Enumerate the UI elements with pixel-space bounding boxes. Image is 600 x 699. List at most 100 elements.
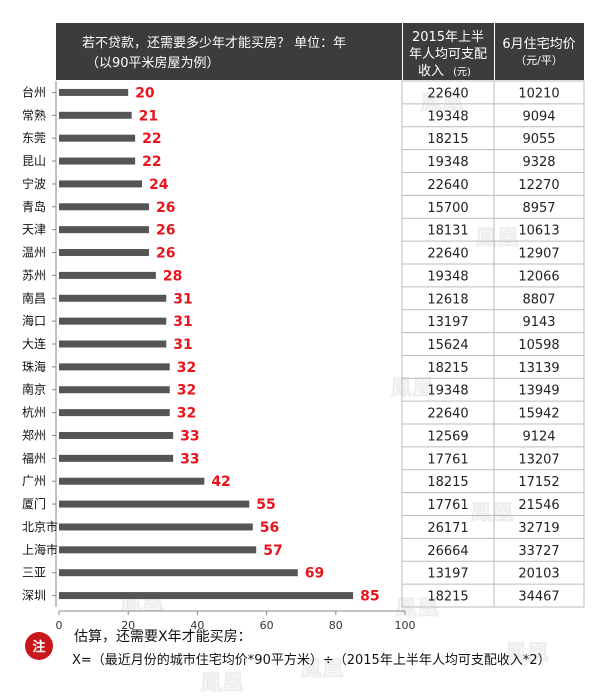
value-label: 26 [156,246,175,262]
bar [59,340,167,348]
income-cell: 19348 [427,269,468,284]
table-row: 南昌 31 12618 8807 [22,290,556,307]
header-question-cell [56,23,402,80]
price-cell: 32719 [518,521,559,536]
table-row: 广州 42 18215 17152 [22,474,560,490]
header-price-line2: （元/平） [515,54,563,67]
bar [59,500,250,508]
table-row: 北京市 56 26171 32719 [22,519,560,536]
income-cell: 26664 [427,544,468,559]
watermark-text: 鳳凰 [470,501,514,526]
bar [59,546,257,554]
x-tick-label: 60 [260,619,274,632]
x-axis: 0 20 40 60 80 100 [56,610,416,632]
price-cell: 33727 [518,544,559,559]
income-cell: 12569 [427,429,468,444]
city-label: 昆山 [22,154,46,168]
income-cell: 13197 [427,567,468,582]
income-cell: 15700 [427,201,468,216]
table-row: 深圳 85 18215 34467 [22,589,560,605]
header-income-cell [403,23,494,80]
watermark-text: 鳳凰 [505,641,549,666]
income-cell: 18215 [427,475,468,490]
price-cell: 17152 [518,475,559,490]
price-cell: 10613 [518,224,559,239]
table-row: 大连 31 15624 10598 [22,336,560,353]
table-row: 海口 31 13197 9143 [22,313,556,330]
price-cell: 9328 [522,155,555,170]
price-cell: 12270 [518,178,559,193]
price-cell: 8957 [522,201,555,216]
value-label: 55 [256,497,275,513]
value-label: 69 [305,566,324,582]
city-label: 苏州 [22,268,46,282]
header-question-line1: 若不贷款，还需要多少年才能买房？ 单位：年 [82,35,346,51]
value-label: 22 [142,154,161,170]
price-cell: 9124 [522,429,555,444]
bar [59,386,170,394]
city-label: 温州 [22,246,46,260]
price-cell: 10210 [518,86,559,101]
income-cell: 13197 [427,315,468,330]
table-row: 三亚 69 13197 20103 [22,566,560,582]
value-label: 33 [180,428,199,444]
city-label: 北京市 [22,519,58,534]
income-cell: 12618 [427,292,468,307]
table-row: 上海市 57 26664 33727 [22,542,560,559]
value-label: 32 [177,406,196,422]
header-income-line2: 年人均可支配 [409,47,487,62]
header-income-line3: 收入 [418,64,444,79]
value-label: 28 [163,268,182,284]
note-icon-label: 注 [32,639,45,655]
header-price-line1: 6月住宅均价 [502,37,575,52]
bar [59,592,354,600]
note-formula: X=（最近月份的城市住宅均价*90平方米）÷（2015年上半年人均可支配收入*2… [72,652,551,668]
watermark-text: 鳳凰 [475,226,519,251]
value-label: 26 [156,200,175,216]
city-label: 广州 [22,474,46,488]
watermark-text: 鳳凰 [300,657,344,682]
x-tick-label: 100 [395,619,416,632]
city-label: 宁波 [22,176,46,191]
value-label: 85 [360,589,379,605]
chart-rows: 台州 20 22640 10210 常熟 21 19348 9094 东莞 22 18215 9055… [22,84,560,604]
table-row: 苏州 28 19348 12066 [22,268,560,284]
price-cell: 21546 [518,498,559,513]
city-label: 杭州 [22,405,46,420]
table-row: 温州 26 22640 12907 [22,246,560,262]
value-label: 33 [180,451,199,467]
value-label: 31 [173,337,192,353]
x-tick-label: 0 [56,619,63,632]
income-cell: 22640 [427,178,468,193]
bar [59,203,149,211]
income-cell: 19348 [427,109,468,124]
value-label: 56 [260,520,279,536]
bar [59,180,143,188]
income-cell: 19348 [427,384,468,399]
table-row: 厦门 55 17761 21546 [22,496,560,513]
bar [59,134,136,142]
bar [59,477,205,485]
table-row: 天津 26 18131 10613 [22,223,560,239]
price-cell: 15942 [518,407,559,422]
bar [59,317,167,325]
bar [59,111,132,119]
header-income-line1: 2015年上半 [412,30,484,45]
table-row: 郑州 33 12569 9124 [22,427,556,444]
income-cell: 22640 [427,407,468,422]
city-label: 三亚 [22,566,46,580]
table-row: 青岛 26 15700 8957 [22,199,556,216]
value-label: 31 [173,314,192,330]
table-row: 福州 33 17761 13207 [22,450,560,467]
city-label: 常熟 [22,107,46,122]
table-row: 宁波 24 22640 12270 [22,176,560,193]
bar [59,226,149,234]
value-label: 21 [139,108,158,124]
note-icon [25,632,53,660]
price-cell: 34467 [518,590,559,605]
city-label: 厦门 [22,496,46,511]
city-label: 青岛 [22,199,46,214]
x-tick-label: 20 [121,619,135,632]
price-cell: 9055 [522,132,555,147]
